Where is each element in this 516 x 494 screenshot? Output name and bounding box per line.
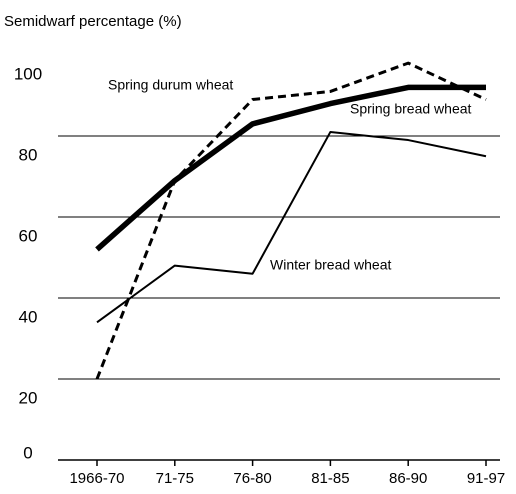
x-tick-label: 86-90 <box>389 470 427 487</box>
line-series <box>95 61 487 380</box>
line-series <box>96 130 487 324</box>
y-axis-label: Semidwarf percentage (%) <box>4 13 182 30</box>
y-tick-label: 60 <box>19 226 38 245</box>
x-tick-label: 71-75 <box>156 470 194 487</box>
y-tick-label: 80 <box>19 145 38 164</box>
x-tick-label: 91-97 <box>467 470 505 487</box>
series-label: Winter bread wheat <box>270 257 392 273</box>
y-tick-label: 100 <box>14 64 42 83</box>
series-label: Spring bread wheat <box>350 101 472 117</box>
y-tick-label: 40 <box>19 307 38 326</box>
line-series <box>95 84 486 252</box>
series-label: Spring durum wheat <box>108 77 233 93</box>
y-tick-label: 0 <box>23 443 32 462</box>
x-tick-label: 76-80 <box>233 470 271 487</box>
x-tick-label: 1966-70 <box>69 470 124 487</box>
x-tick-label: 81-85 <box>311 470 349 487</box>
y-tick-label: 20 <box>19 388 38 407</box>
